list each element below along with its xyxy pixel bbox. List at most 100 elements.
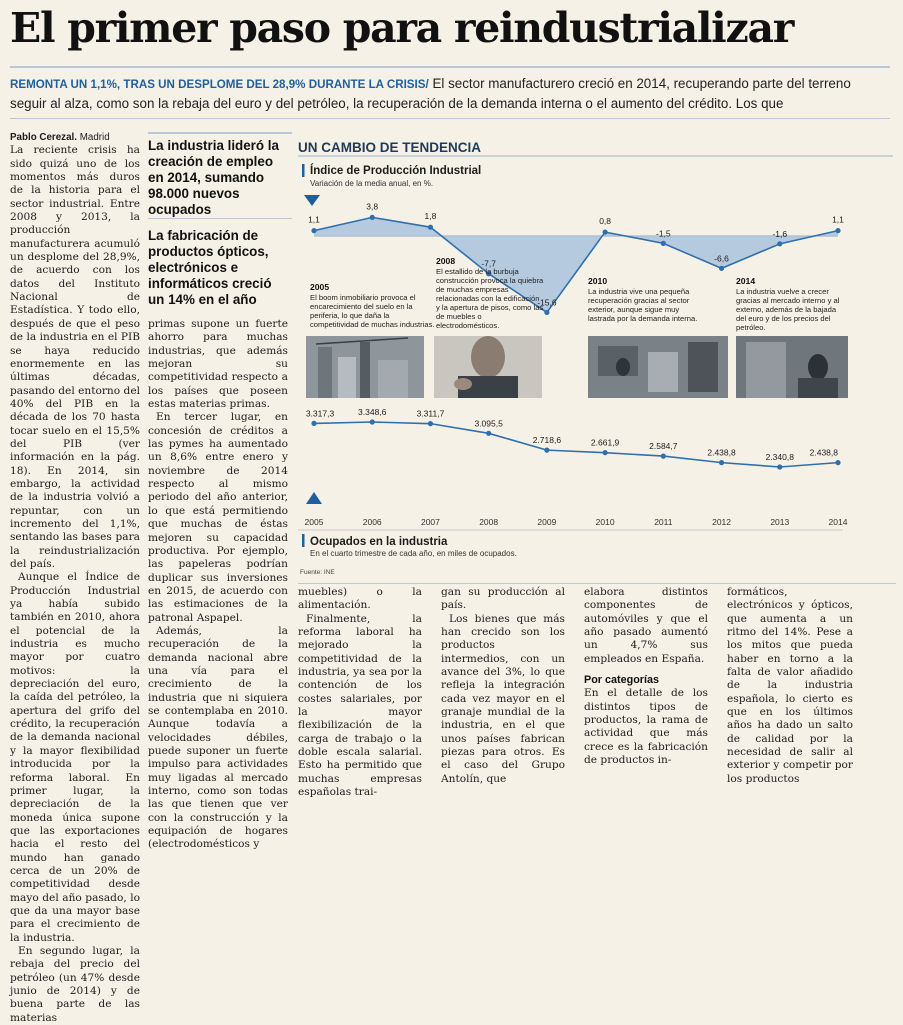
emp-point: [427, 421, 434, 427]
ipi-value-label: 0,8: [599, 216, 611, 226]
ipi-point: [544, 309, 550, 316]
ipi-value-label: -1,6: [772, 229, 787, 239]
emp-value-label: 2.438,8: [707, 448, 736, 458]
ipi-point: [718, 265, 725, 271]
lower-rule: [298, 583, 896, 584]
article-column-5: elabora distintos componentes de automóv…: [584, 586, 708, 767]
ipi-line: [313, 216, 839, 314]
deck-rule: [10, 118, 890, 119]
headline: El primer paso para reindustrializar: [10, 4, 794, 52]
ipi-title: Índice de Producción Industrial: [310, 164, 481, 177]
emp-point: [311, 420, 317, 426]
col3-paragraph-2: Finalmente, la reforma laboral ha mejora…: [298, 612, 422, 799]
emp-title: Ocupados en la industria: [310, 536, 448, 548]
source-note: Fuente: INE: [300, 569, 335, 576]
emp-point: [486, 430, 492, 436]
emp-value-label: 3.095,5: [474, 418, 503, 428]
note-2005-text: El boom inmobiliario provoca el encareci…: [310, 293, 435, 329]
col1-paragraph-1: La reciente crisis ha sido quizá uno de …: [10, 144, 140, 570]
pull-rule-2: [148, 218, 292, 219]
emp-point: [602, 450, 608, 456]
ipi-point: [835, 228, 841, 234]
graphic-title: UN CAMBIO DE TENDENCIA: [298, 140, 482, 155]
year-tick-label: 2006: [363, 517, 382, 527]
emp-point: [660, 453, 666, 459]
year-tick-label: 2007: [421, 517, 440, 527]
ipi-value-label: -15,6: [537, 297, 557, 307]
ipi-value-label: -7,7: [481, 259, 496, 269]
col1-paragraph-3: En segundo lugar, la rebaja del precio d…: [10, 944, 140, 1024]
emp-value-label: 2.438,8: [810, 448, 839, 458]
emp-title-marker: [302, 534, 305, 547]
year-tick-label: 2010: [596, 517, 615, 527]
col4-paragraph-1: gan su producción al país.: [441, 586, 565, 612]
year-tick-label: 2011: [654, 517, 673, 527]
deck-kicker: REMONTA UN 1,1%, TRAS UN DESPLOME DEL 28…: [10, 78, 429, 91]
note-2008-text: El estallido de la burbuja construcción …: [436, 267, 544, 330]
col3-paragraph-1: muebles) o la alimentación.: [298, 586, 422, 612]
article-column-6: formáticos, electrónicos y ópticos, que …: [727, 586, 853, 786]
ipi-point: [777, 241, 783, 247]
ipi-subtitle: Variación de la media anual, en %.: [310, 179, 433, 188]
ipi-point: [369, 214, 375, 220]
col2-paragraph-1: primas supone un fuerte ahorro para much…: [148, 318, 288, 411]
deck-text-2: seguir al alza, como son la rebaja del e…: [10, 96, 784, 111]
article-column-3: muebles) o la alimentación. Finalmente, …: [298, 586, 422, 800]
ipi-point: [486, 271, 492, 277]
emp-value-label: 3.311,7: [417, 409, 445, 419]
ipi-value-label: 3,8: [366, 201, 378, 211]
ipi-point: [602, 229, 608, 235]
col6-paragraph-1: formáticos, electrónicos y ópticos, que …: [727, 586, 853, 785]
employment-chart: 3.317,3 3.348,6 3.311,7 3.095,5 2.718,6 2.661…: [305, 407, 848, 527]
col2-paragraph-2: En tercer lugar, en concesión de crédito…: [148, 411, 288, 624]
ipi-value-label: -6,6: [714, 253, 729, 263]
infographic: Índice de Producción Industrial Variació…: [298, 155, 893, 576]
headline-rule: [10, 66, 890, 68]
emp-value-label: 2.661,9: [591, 438, 620, 448]
article-column-4: gan su producción al país. Los bienes qu…: [441, 586, 565, 786]
emp-point: [369, 419, 375, 425]
deck-line-1: REMONTA UN 1,1%, TRAS UN DESPLOME DEL 28…: [10, 74, 890, 94]
byline-place: Madrid: [76, 132, 110, 143]
emp-up-arrow-icon: [306, 492, 322, 504]
deck: REMONTA UN 1,1%, TRAS UN DESPLOME DEL 28…: [10, 74, 890, 113]
emp-value-label: 3.348,6: [358, 407, 387, 417]
article-column-1: Pablo Cerezal. Madrid La reciente crisis…: [10, 131, 140, 1025]
ipi-point: [660, 240, 666, 246]
emp-point: [777, 464, 783, 470]
photo-politician: [434, 336, 542, 398]
emp-point: [544, 447, 550, 453]
year-tick-label: 2008: [479, 517, 498, 527]
col4-paragraph-2: Los bienes que más han crecido son los p…: [441, 612, 565, 785]
ipi-value-label: 1,1: [832, 215, 844, 225]
deck-text-1: El sector manufacturero creció en 2014, …: [428, 76, 851, 91]
pull-rule-1: [148, 132, 292, 134]
emp-point: [835, 460, 841, 466]
col1-paragraph-2: Aunque el Índice de Producción Industria…: [10, 571, 140, 944]
year-tick-label: 2014: [829, 517, 848, 527]
emp-line: [313, 421, 839, 468]
note-2010: 2010 La industria vive una pequeña recup…: [588, 276, 698, 323]
emp-value-label: 2.718,6: [533, 435, 562, 445]
ipi-area: [314, 217, 838, 313]
byline: Pablo Cerezal. Madrid: [10, 131, 140, 144]
col2-paragraph-3: Además, la recuperación de la demanda na…: [148, 624, 288, 851]
note-2014-year: 2014: [736, 276, 755, 286]
photo-factory: [588, 336, 728, 398]
note-2005-year: 2005: [310, 282, 329, 292]
emp-value-label: 2.340,8: [766, 452, 795, 462]
ipi-chart: 1,1 3,8 1,8 -7,7 -15,6 0,8 -1,5 -6,6 -1,6 1,1: [308, 201, 844, 316]
pull-quote-2: La fabricación de productos ópticos, ele…: [148, 228, 272, 307]
note-2005: 2005 El boom inmobiliario provoca el enc…: [310, 282, 435, 329]
ipi-down-arrow-icon: [304, 195, 320, 206]
year-tick-label: 2013: [770, 517, 789, 527]
note-2010-text: La industria vive una pequeña recuperaci…: [588, 287, 698, 323]
year-tick-label: 2005: [305, 517, 324, 527]
ipi-title-marker: [302, 164, 305, 177]
photo-workers: [736, 336, 848, 398]
note-2008: 2008 El estallido de la burbuja construc…: [436, 256, 544, 330]
col5-paragraph-1: elabora distintos componentes de automóv…: [584, 586, 708, 665]
byline-author: Pablo Cerezal.: [10, 132, 77, 143]
emp-value-label: 3.317,3: [306, 408, 335, 418]
year-tick-label: 2012: [712, 517, 731, 527]
